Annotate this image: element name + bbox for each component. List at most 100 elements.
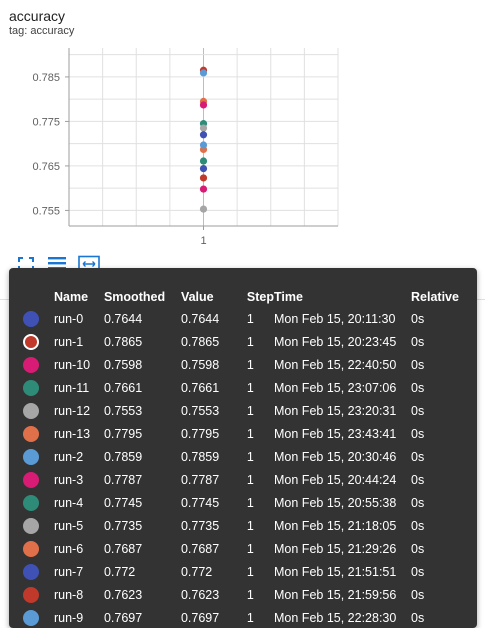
row-value: 0.7795	[180, 426, 220, 441]
run-color-swatch	[23, 494, 39, 511]
row-time: Mon Feb 15, 20:44:24	[274, 472, 397, 487]
row-value: 0.7553	[180, 403, 220, 418]
row-color-cell	[9, 537, 54, 560]
row-color-cell	[9, 399, 54, 422]
row-time: Mon Feb 15, 21:51:51	[274, 564, 397, 579]
run-color-swatch	[23, 517, 39, 534]
row-value: 0.7623	[180, 587, 220, 602]
table-row: run-9 0.7697 0.7697 1 Mon Feb 15, 22:28:30 0s	[9, 606, 477, 628]
data-point-run-8	[199, 174, 208, 182]
row-name: run-3	[53, 472, 84, 487]
row-relative: 0s	[411, 403, 425, 418]
row-color-cell	[9, 514, 54, 537]
row-name: run-13	[53, 426, 91, 441]
row-time: Mon Feb 15, 20:30:46	[274, 449, 397, 464]
fullscreen-button[interactable]	[16, 255, 36, 273]
row-value: 0.7598	[180, 357, 220, 372]
row-time: Mon Feb 15, 23:20:31	[274, 403, 397, 418]
run-color-swatch	[23, 425, 39, 442]
card-subtitle: tag: accuracy	[9, 25, 75, 37]
row-color-cell	[9, 422, 54, 445]
card-title: accuracy	[9, 8, 66, 24]
row-smoothed: 0.7795	[103, 426, 143, 441]
row-color-cell	[9, 583, 54, 606]
row-name: run-1	[53, 334, 84, 349]
data-point-run-2	[199, 69, 208, 77]
row-relative: 0s	[411, 449, 425, 464]
scatter-chart[interactable]: 0.785 0.775 0.765 0.755 1	[0, 0, 485, 250]
data-point-run-12	[199, 205, 208, 213]
row-value: 0.7735	[180, 518, 220, 533]
header-value: Value	[180, 289, 214, 304]
y-tick-label: 0.765	[32, 161, 60, 173]
row-smoothed: 0.7859	[103, 449, 143, 464]
table-row: run-8 0.7623 0.7623 1 Mon Feb 15, 21:59:56 0s	[9, 583, 477, 606]
row-value: 0.7859	[180, 449, 220, 464]
row-smoothed: 0.772	[103, 564, 136, 579]
run-color-swatch	[23, 310, 39, 327]
table-row: run-3 0.7787 0.7787 1 Mon Feb 15, 20:44:24 0s	[9, 468, 477, 491]
data-point-run-7	[199, 131, 208, 139]
data-point-run-0	[199, 164, 208, 173]
row-smoothed: 0.7865	[103, 334, 143, 349]
row-time: Mon Feb 15, 21:29:26	[274, 541, 397, 556]
row-name: run-8	[53, 587, 84, 602]
row-step: 1	[246, 311, 254, 326]
fullscreen-icon	[18, 257, 34, 271]
table-row: run-4 0.7745 0.7745 1 Mon Feb 15, 20:55:38 0s	[9, 491, 477, 514]
tooltip-rows: run-0 0.7644 0.7644 1 Mon Feb 15, 20:11:30 0s…	[9, 307, 477, 628]
row-color-cell	[9, 606, 54, 628]
row-color-cell	[9, 376, 54, 399]
row-name: run-4	[53, 495, 84, 510]
data-point-run-3	[199, 101, 208, 109]
row-time: Mon Feb 15, 21:59:56	[274, 587, 397, 602]
row-relative: 0s	[411, 541, 425, 556]
row-value: 0.7787	[180, 472, 220, 487]
y-tick-label: 0.755	[32, 205, 60, 217]
data-point-run-9	[199, 141, 208, 149]
header-step: Step	[246, 289, 275, 304]
row-smoothed: 0.7687	[103, 541, 143, 556]
row-name: run-2	[53, 449, 84, 464]
row-step: 1	[246, 472, 254, 487]
row-color-cell	[9, 353, 54, 376]
data-point-run-11	[199, 157, 208, 165]
row-relative: 0s	[411, 311, 425, 326]
row-relative: 0s	[411, 564, 425, 579]
row-color-cell	[9, 445, 54, 468]
row-smoothed: 0.7735	[103, 518, 143, 533]
row-color-cell	[9, 307, 54, 330]
row-relative: 0s	[411, 518, 425, 533]
table-row: run-1 0.7865 0.7865 1 Mon Feb 15, 20:23:45 0s	[9, 330, 477, 353]
row-value: 0.7661	[180, 380, 220, 395]
row-name: run-9	[53, 610, 84, 625]
row-name: run-7	[53, 564, 84, 579]
row-color-cell	[9, 560, 54, 583]
row-step: 1	[246, 495, 254, 510]
row-smoothed: 0.7745	[103, 495, 143, 510]
data-point-run-10	[199, 185, 208, 193]
row-value: 0.7865	[180, 334, 220, 349]
run-color-swatch	[23, 586, 39, 603]
header-time: Time	[274, 289, 303, 304]
header-relative: Relative	[411, 289, 459, 304]
row-color-cell	[9, 491, 54, 514]
row-step: 1	[246, 587, 254, 602]
y-tick-label: 0.785	[32, 72, 60, 84]
row-time: Mon Feb 15, 21:18:05	[274, 518, 397, 533]
row-step: 1	[246, 380, 254, 395]
row-time: Mon Feb 15, 23:07:06	[274, 380, 397, 395]
run-color-swatch	[23, 563, 39, 580]
row-color-cell	[9, 468, 54, 491]
row-step: 1	[246, 357, 254, 372]
row-step: 1	[246, 334, 254, 349]
row-smoothed: 0.7598	[103, 357, 143, 372]
row-relative: 0s	[411, 587, 425, 602]
row-relative: 0s	[411, 426, 425, 441]
row-value: 0.7697	[180, 610, 220, 625]
row-value: 0.772	[180, 564, 213, 579]
row-time: Mon Feb 15, 22:40:50	[274, 357, 397, 372]
row-value: 0.7745	[180, 495, 220, 510]
header-smoothed: Smoothed	[103, 289, 166, 304]
row-step: 1	[246, 518, 254, 533]
